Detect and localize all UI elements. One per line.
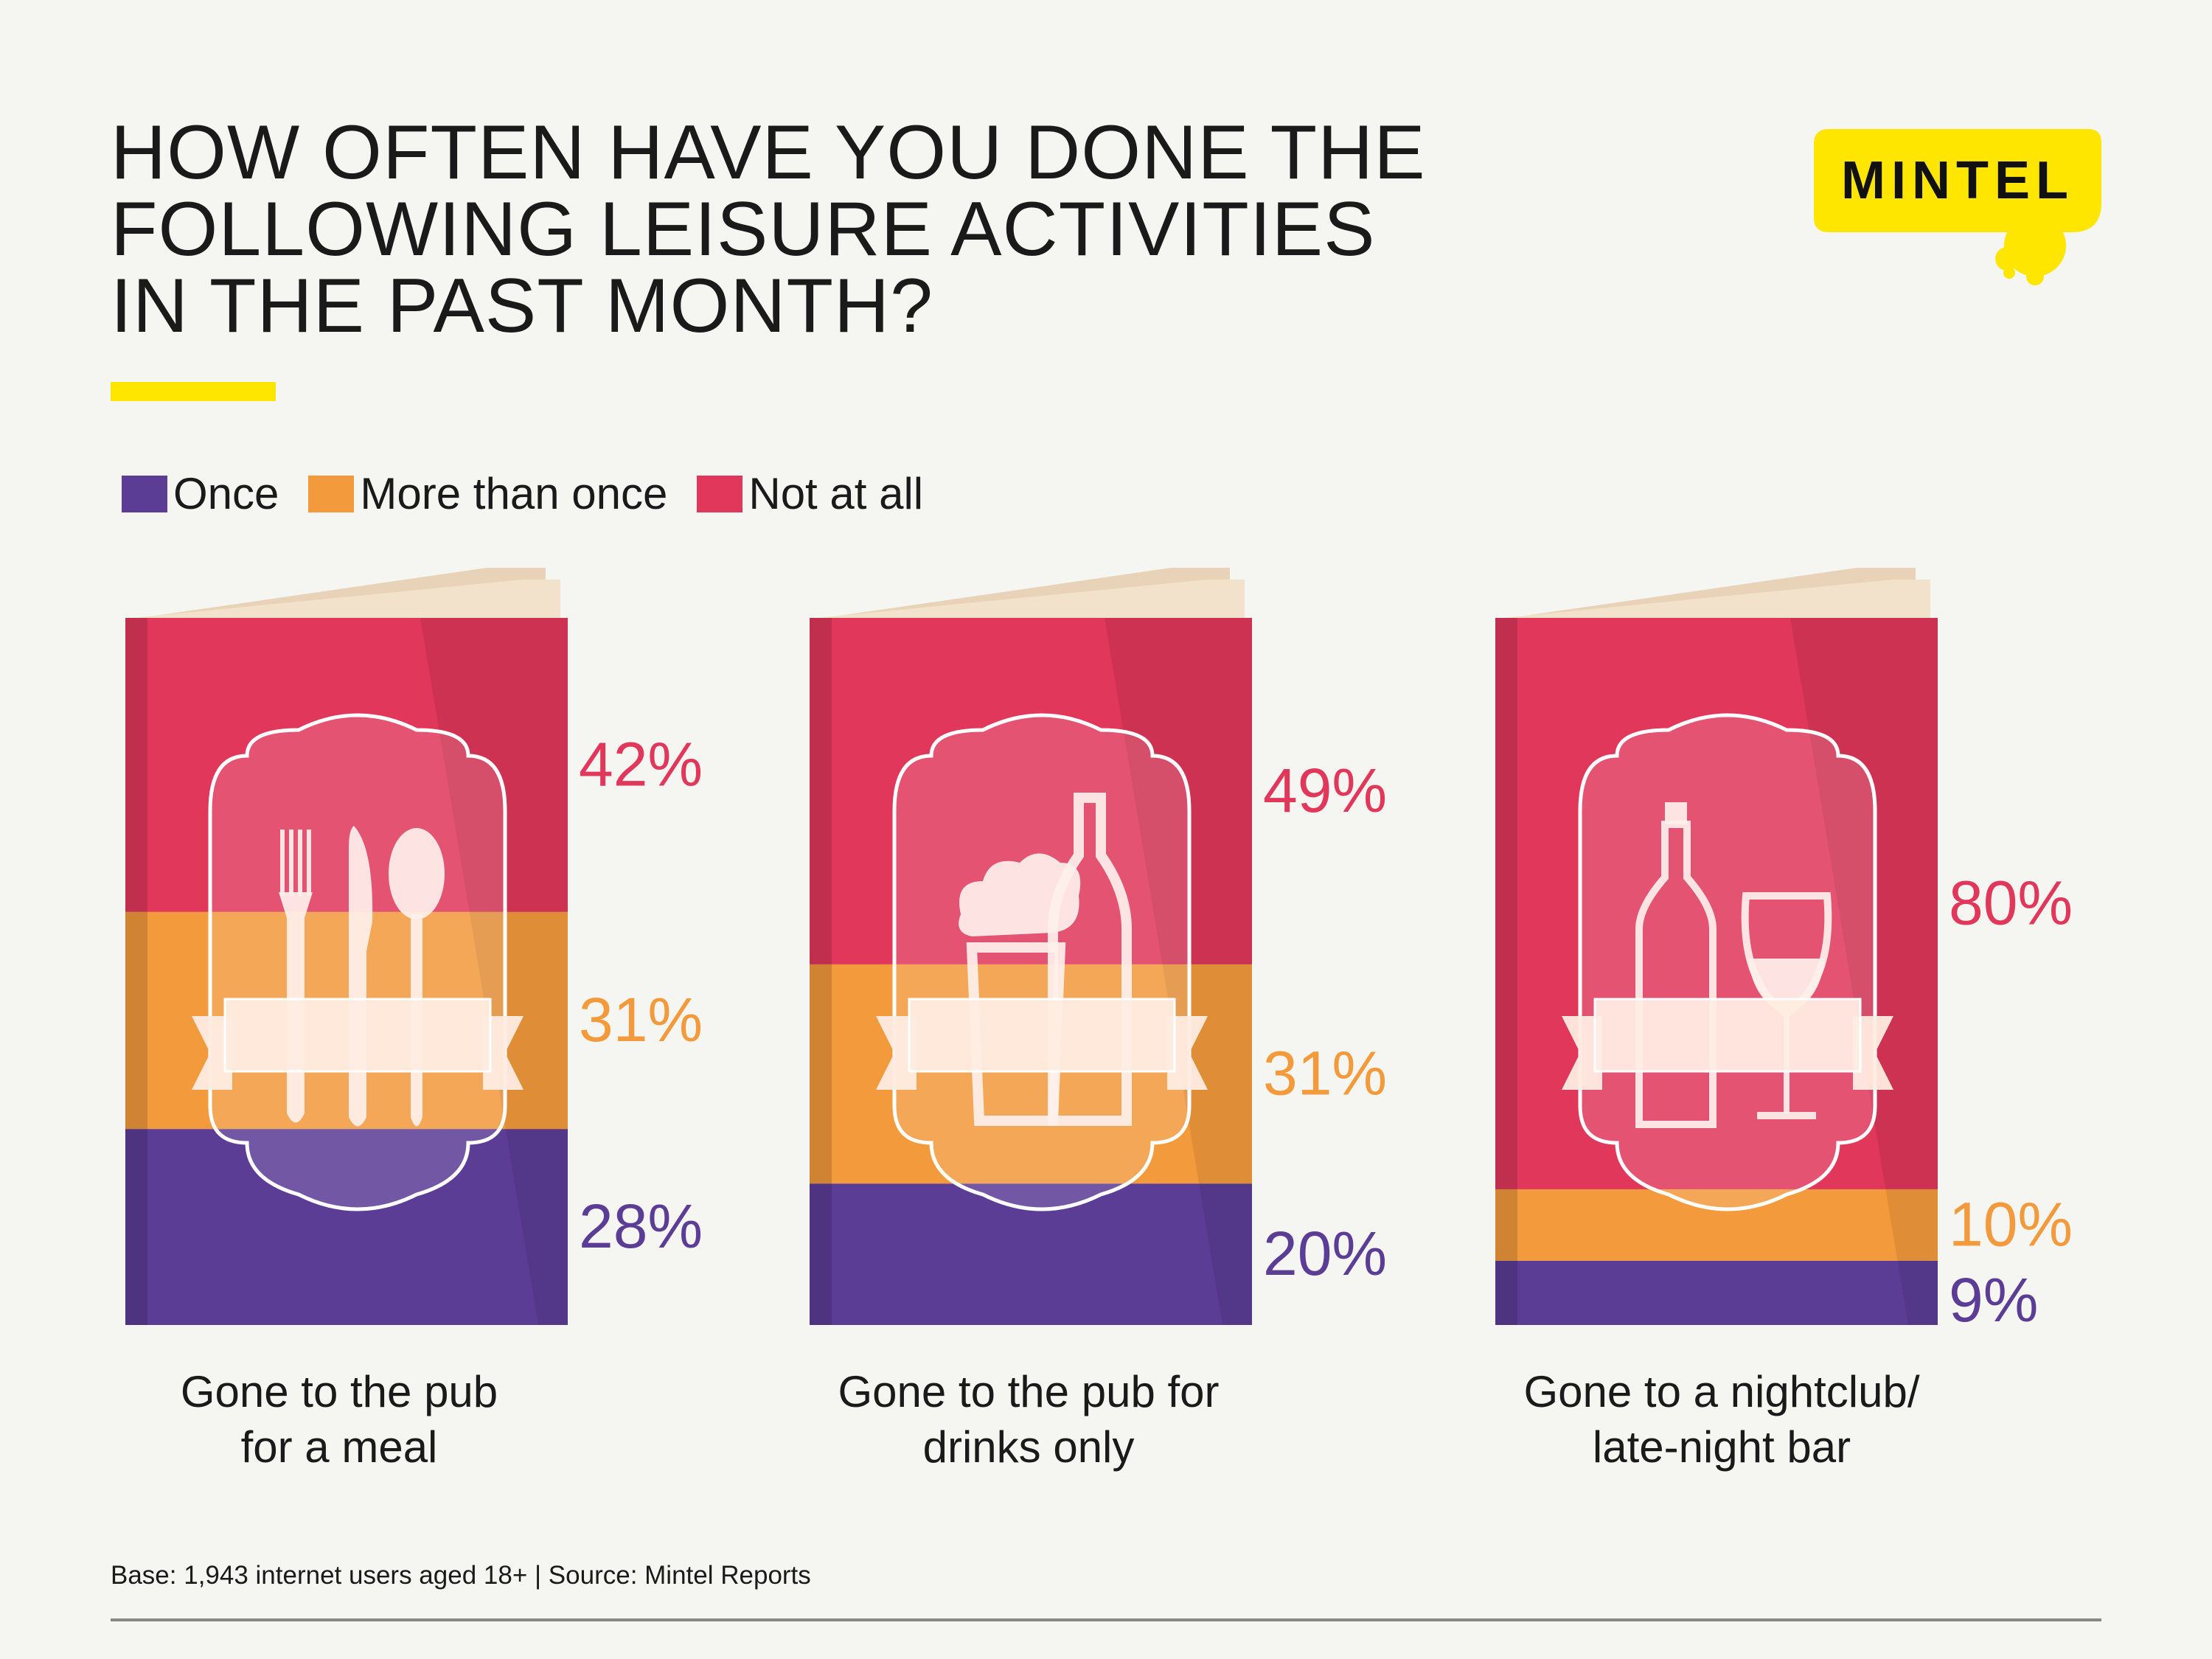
bar-segment-more-than-once-3: [1495, 1189, 1938, 1261]
mintel-logo: MINTEL: [1814, 129, 2109, 299]
title-line-2: FOLLOWING LEISURE ACTIVITIES: [111, 187, 1376, 272]
data-label-not-at-all-3: 80%: [1949, 868, 2073, 937]
title-line-3: IN THE PAST MONTH?: [111, 263, 933, 349]
category-label-pub-meal-line-1: Gone to the pub: [180, 1367, 498, 1416]
data-label-more-than-once-3: 10%: [1949, 1189, 2073, 1259]
bar-segment-once-3: [1495, 1260, 1938, 1325]
ribbon-banner-icon: [876, 998, 1208, 1090]
legend: Once More than once Not at all: [122, 468, 953, 519]
book-spine: [125, 618, 147, 1325]
category-label-pub-drinks-line-1: Gone to the pub for: [838, 1367, 1220, 1416]
legend-item-not-at-all: Not at all: [697, 468, 923, 519]
legend-swatch-once: [122, 475, 167, 512]
menu-book-bar-1: [125, 568, 568, 1325]
data-label-once-3: 9%: [1949, 1265, 2038, 1335]
legend-item-more-than-once: More than once: [308, 468, 667, 519]
legend-item-once: Once: [122, 468, 279, 519]
category-label-pub-drinks-line-2: drinks only: [922, 1422, 1135, 1472]
title-accent-bar: [111, 382, 276, 401]
data-label-not-at-all-1: 42%: [579, 729, 703, 799]
footer-rule: [111, 1618, 2101, 1621]
mintel-logo-shape: [1814, 129, 2101, 285]
legend-label-once: Once: [173, 469, 279, 518]
title-line-1: HOW OFTEN HAVE YOU DONE THE: [111, 110, 1426, 195]
category-label-pub-meal: Gone to the pub for a meal: [81, 1364, 597, 1475]
data-label-not-at-all-2: 49%: [1263, 756, 1387, 825]
category-label-nightclub: Gone to a nightclub/ late-night bar: [1464, 1364, 1980, 1475]
book-sheen: [420, 618, 568, 1325]
category-label-pub-drinks: Gone to the pub for drinks only: [771, 1364, 1287, 1475]
ribbon-banner-icon: [192, 998, 524, 1090]
mintel-logo-text: MINTEL: [1841, 151, 2074, 210]
category-label-nightclub-line-1: Gone to a nightclub/: [1523, 1367, 1920, 1416]
beer-bottle-icon: [959, 793, 1132, 1126]
ornamental-frame-icon: [892, 713, 1192, 1211]
legend-swatch-more-than-once: [308, 475, 355, 512]
legend-swatch-not-at-all: [697, 475, 743, 512]
book-spine: [810, 618, 832, 1325]
legend-label-more-than-once: More than once: [360, 469, 668, 518]
menu-book-bar-3: [1495, 568, 1938, 1325]
data-label-once-2: 20%: [1263, 1219, 1387, 1288]
book-sheen: [1790, 618, 1938, 1325]
ribbon-banner-icon: [1562, 998, 1893, 1090]
legend-label-not-at-all: Not at all: [748, 469, 924, 518]
category-label-pub-meal-line-2: for a meal: [240, 1422, 438, 1472]
book-sheen: [1105, 618, 1252, 1325]
bar-segment-once-1: [125, 1129, 568, 1325]
data-label-more-than-once-1: 31%: [579, 985, 703, 1054]
footer-source: Base: 1,943 internet users aged 18+ | So…: [111, 1561, 811, 1590]
menu-book-bar-2: [810, 568, 1252, 1325]
data-label-once-1: 28%: [579, 1192, 703, 1261]
chart-title: HOW OFTEN HAVE YOU DONE THE FOLLOWING LE…: [111, 114, 1512, 344]
category-label-nightclub-line-2: late-night bar: [1592, 1422, 1851, 1472]
ornamental-frame-icon: [1578, 713, 1877, 1211]
data-label-more-than-once-2: 31%: [1263, 1039, 1387, 1108]
book-spine: [1495, 618, 1517, 1325]
